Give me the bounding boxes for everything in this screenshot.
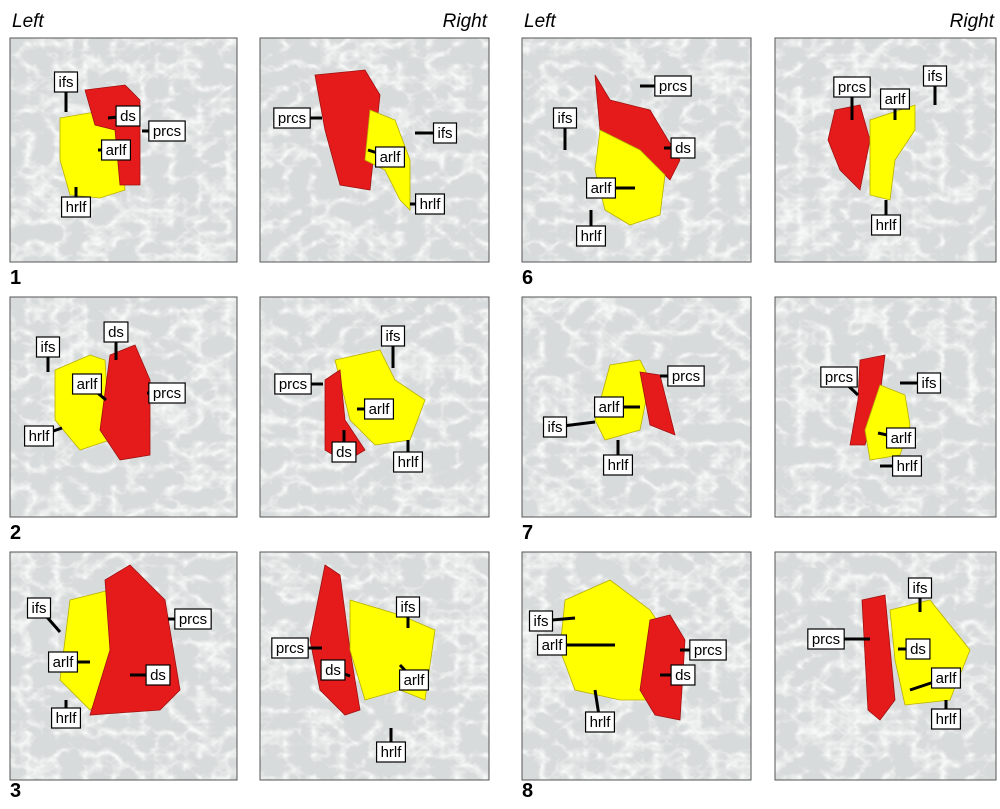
region-label: hrlf [897,458,919,475]
region-label: hrlf [29,428,51,445]
region-label: arlf [53,654,75,671]
brain-panel: ifs prcs ds arlf hrlf [260,552,489,780]
brain-panel: prcs ifs ds arlf hrlf [522,38,751,262]
region-label: ifs [438,125,453,142]
region-label: ds [675,140,691,157]
side-header: Right [443,11,488,32]
region-label: prcs [812,631,840,648]
region-label: hrlf [66,199,88,216]
region-label: arlf [542,637,564,654]
region-label: arlf [380,149,402,166]
region-label: ifs [32,600,47,617]
region-label: ifs [548,419,563,436]
region-label: hrlf [936,711,958,728]
region-label: ds [150,667,166,684]
region-label: ifs [41,339,56,356]
region-label: prcs [153,123,181,140]
region-label: ifs [401,599,416,616]
region-label: prcs [825,369,853,386]
brain-panel: prcs ifs arlf hrlf [775,297,996,517]
region-label: ifs [558,110,573,127]
region-label: prcs [278,110,306,127]
region-label: hrlf [608,457,630,474]
region-label: hrlf [420,196,442,213]
side-header: Right [950,11,995,32]
region-label: ds [336,444,352,461]
brain-panel: ifs prcs dsarlf hrlf [775,552,996,780]
region-label: hrlf [56,710,78,727]
brain-panel: ifs arlf prcsds hrlf [522,552,751,780]
region-label: arlf [936,670,958,687]
subject-number: 2 [10,522,21,544]
region-label: prcs [694,642,722,659]
region-label: ifs [386,328,401,345]
region-label: ifs [928,68,943,85]
region-label: arlf [106,142,128,159]
region-label: hrlf [590,714,612,731]
region-label: ifs [913,580,928,597]
region-label: arlf [369,401,391,418]
region-label: arlf [591,180,613,197]
region-label: prcs [838,79,866,96]
brain-panel: ifs prcs arlf ds hrlf [260,297,489,517]
region-label: hrlf [581,228,603,245]
region-label: prcs [672,368,700,385]
subject-number: 3 [10,780,21,802]
region-label: hrlf [381,744,403,761]
brain-panel: prcs ifs arlf hrlf [260,38,489,262]
region-label: prcs [276,640,304,657]
region-label: ifs [922,375,937,392]
region-label: ds [675,667,691,684]
subject-number: 8 [522,780,533,802]
region-label: arlf [885,91,907,108]
region-label: ds [910,641,926,658]
region-label: arlf [404,672,426,689]
region-label: hrlf [876,217,898,234]
region-label: arlf [77,376,99,393]
region-label: hrlf [398,454,420,471]
region-label: ds [325,662,341,679]
region-label: prcs [179,611,207,628]
figure: LeftRight1ifsdsprcsarlfhrlfprcsifsarlfhr… [0,0,1000,809]
brain-panel: prcs ifs arlf hrlf [775,38,996,262]
brain-panel: ds ifs arlf prcs hrlf [10,297,237,517]
region-label: prcs [153,385,181,402]
region-label: arlf [599,399,621,416]
region-label: prcs [659,78,687,95]
brain-panel: prcs arlf ifs hrlf [522,297,751,517]
region-label: ds [120,108,136,125]
region-label: prcs [279,376,307,393]
subject-number: 1 [10,267,21,289]
side-header: Left [12,11,44,32]
side-header: Left [524,11,556,32]
brain-panel: ifs prcs arlf ds hrlf [10,552,237,780]
region-label: ds [108,324,124,341]
subject-number: 7 [522,522,533,544]
region-label: arlf [891,430,913,447]
subject-number: 6 [522,267,533,289]
region-label: ifs [59,74,74,91]
region-label: ifs [534,613,549,630]
